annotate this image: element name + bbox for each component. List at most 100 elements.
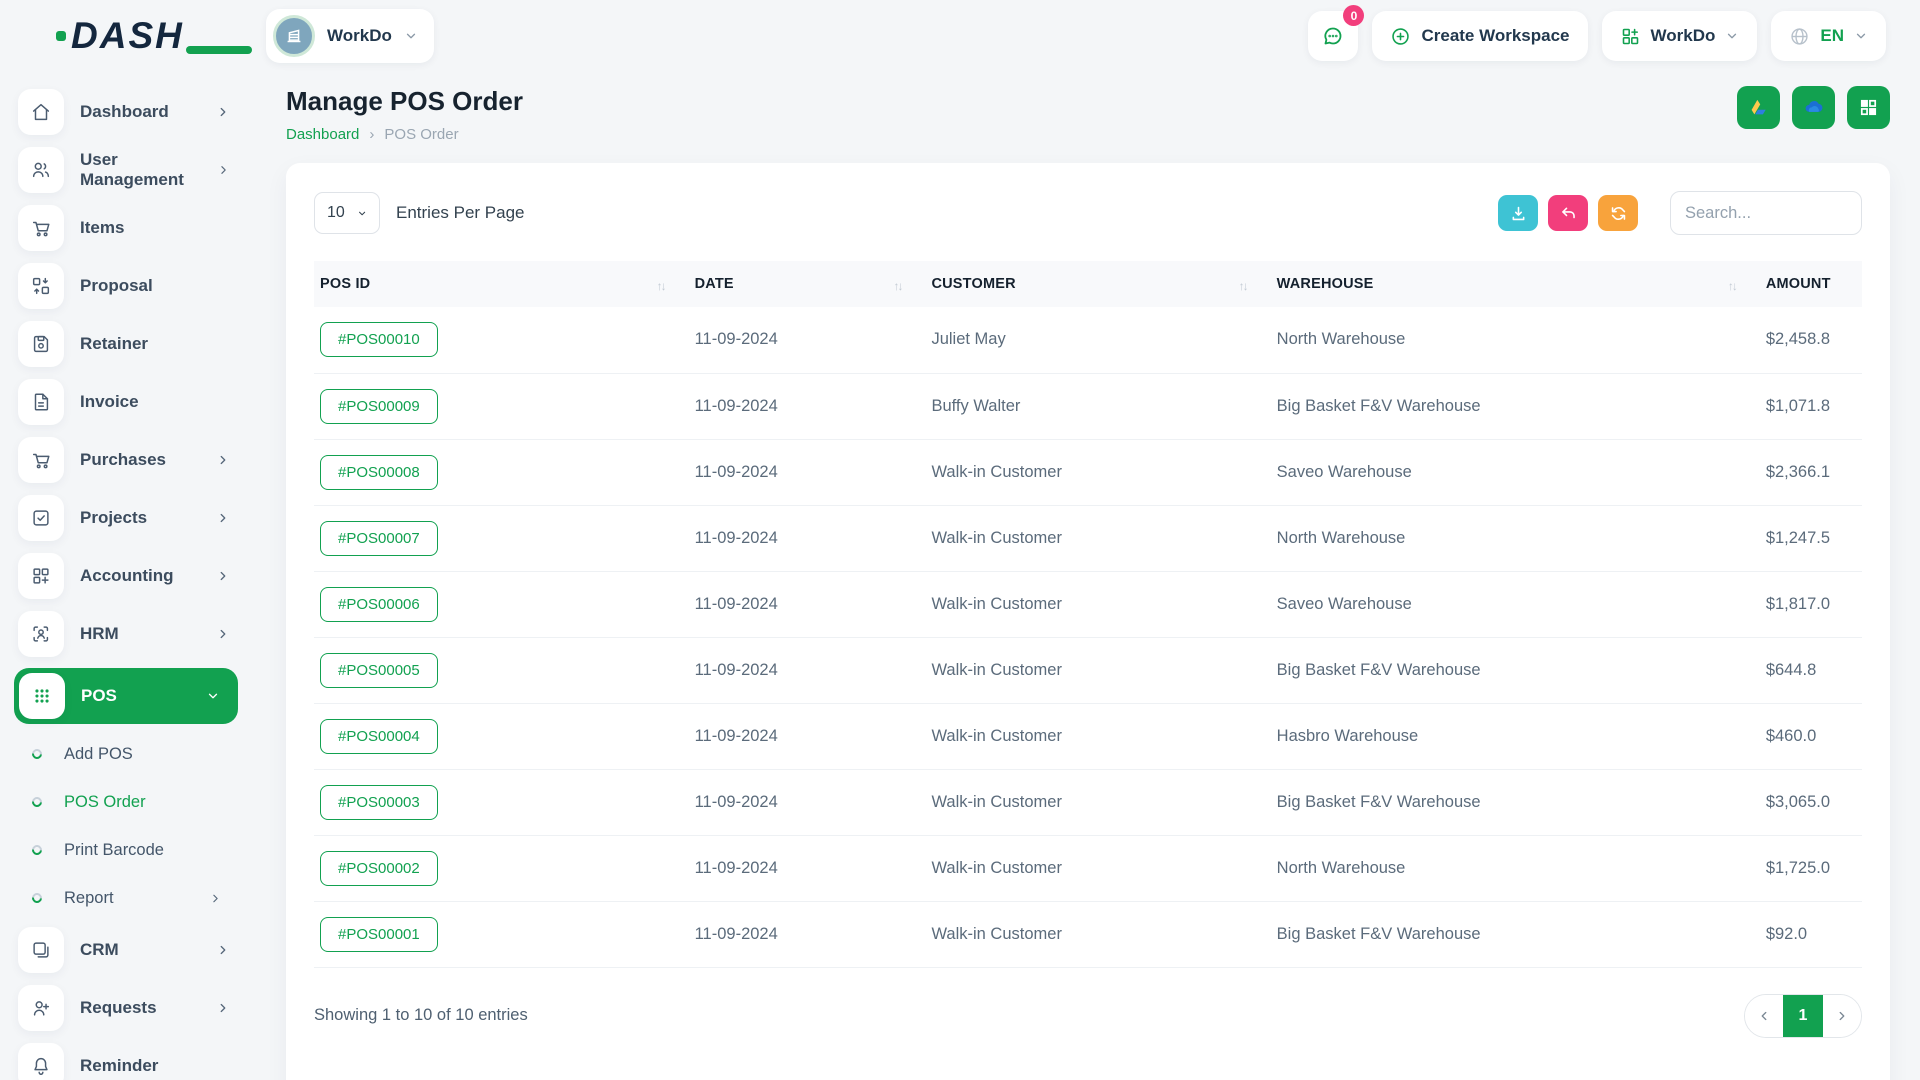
sidebar-item-crm[interactable]: CRM <box>18 926 236 974</box>
chevron-left-icon <box>1757 1009 1771 1023</box>
workspace-switcher[interactable]: WorkDo <box>266 9 434 63</box>
sidebar-item-accounting[interactable]: Accounting <box>18 552 236 600</box>
pos-id-badge[interactable]: #POS00005 <box>320 653 438 688</box>
pos-id-badge[interactable]: #POS00006 <box>320 587 438 622</box>
pos-id-badge[interactable]: #POS00001 <box>320 917 438 952</box>
sidebar-item-dashboard[interactable]: Dashboard <box>18 88 236 136</box>
next-page-button[interactable] <box>1823 995 1861 1037</box>
cell-customer: Walk-in Customer <box>925 439 1270 505</box>
retainer-icon <box>18 321 64 367</box>
sidebar-item-user-management[interactable]: User Management <box>18 146 236 194</box>
pos-id-badge[interactable]: #POS00009 <box>320 389 438 424</box>
sidebar-subitem-print-barcode[interactable]: Print Barcode <box>32 830 236 870</box>
table-row: #POS00006 11-09-2024 Walk-in Customer Sa… <box>314 571 1862 637</box>
column-header-warehouse[interactable]: WAREHOUSE↑↓ <box>1271 261 1760 307</box>
pos-id-badge[interactable]: #POS00002 <box>320 851 438 886</box>
company-menu[interactable]: WorkDo <box>1602 11 1758 61</box>
table-row: #POS00007 11-09-2024 Walk-in Customer No… <box>314 505 1862 571</box>
grid-view-button[interactable] <box>1847 86 1890 129</box>
cart-icon <box>18 437 64 483</box>
column-header-date[interactable]: DATE↑↓ <box>689 261 926 307</box>
cell-amount: $460.0 <box>1760 703 1862 769</box>
cell-warehouse: Big Basket F&V Warehouse <box>1271 637 1760 703</box>
cell-date: 11-09-2024 <box>689 637 926 703</box>
sidebar-item-hrm[interactable]: HRM <box>18 610 236 658</box>
entries-summary: Showing 1 to 10 of 10 entries <box>314 1006 528 1025</box>
bell-icon <box>18 1043 64 1080</box>
sidebar-item-projects[interactable]: Projects <box>18 494 236 542</box>
chevron-down-icon <box>1854 29 1868 43</box>
app-logo[interactable]: DASH <box>56 15 266 57</box>
column-header-customer[interactable]: CUSTOMER↑↓ <box>925 261 1270 307</box>
reset-button[interactable] <box>1548 195 1588 231</box>
previous-page-button[interactable] <box>1745 995 1783 1037</box>
cell-customer: Walk-in Customer <box>925 769 1270 835</box>
sidebar-subitem-label: POS Order <box>64 793 146 812</box>
sidebar-subitem-report[interactable]: Report <box>32 878 236 918</box>
search-input[interactable] <box>1670 191 1862 235</box>
cell-amount: $644.8 <box>1760 637 1862 703</box>
cell-warehouse: North Warehouse <box>1271 307 1760 373</box>
chevron-right-icon <box>1835 1009 1849 1023</box>
pos-id-badge[interactable]: #POS00007 <box>320 521 438 556</box>
current-page-button[interactable]: 1 <box>1783 995 1823 1037</box>
sidebar-item-items[interactable]: Items <box>18 204 236 252</box>
cell-amount: $1,817.0 <box>1760 571 1862 637</box>
sidebar-subitem-label: Print Barcode <box>64 841 164 860</box>
table-row: #POS00003 11-09-2024 Walk-in Customer Bi… <box>314 769 1862 835</box>
table-row: #POS00010 11-09-2024 Juliet May North Wa… <box>314 307 1862 373</box>
messages-badge: 0 <box>1343 5 1364 26</box>
sidebar-item-requests[interactable]: Requests <box>18 984 236 1032</box>
plus-circle-icon <box>1390 26 1411 47</box>
google-drive-button[interactable] <box>1737 86 1780 129</box>
page-title: Manage POS Order <box>286 86 523 117</box>
table-footer: Showing 1 to 10 of 10 entries 1 <box>314 994 1862 1038</box>
sidebar-item-label: Retainer <box>80 334 148 354</box>
sidebar-item-label: Projects <box>80 508 147 528</box>
cell-amount: $2,366.1 <box>1760 439 1862 505</box>
sidebar-item-pos[interactable]: POS <box>14 668 238 724</box>
pos-id-badge[interactable]: #POS00004 <box>320 719 438 754</box>
sidebar-item-proposal[interactable]: Proposal <box>18 262 236 310</box>
onedrive-button[interactable] <box>1792 86 1835 129</box>
workspace-avatar <box>273 15 315 57</box>
undo-icon <box>1559 204 1578 223</box>
cell-date: 11-09-2024 <box>689 373 926 439</box>
logo-dot-icon <box>56 31 66 41</box>
refresh-button[interactable] <box>1598 195 1638 231</box>
dots-grid-icon <box>19 673 65 719</box>
sort-icon[interactable]: ↑↓ <box>1239 279 1265 293</box>
sidebar-subitem-add-pos[interactable]: Add POS <box>32 734 236 774</box>
chevron-right-icon <box>216 1001 230 1015</box>
cell-date: 11-09-2024 <box>689 307 926 373</box>
column-header-pos-id[interactable]: POS ID↑↓ <box>314 261 689 307</box>
pos-id-badge[interactable]: #POS00003 <box>320 785 438 820</box>
workspace-name: WorkDo <box>327 26 392 46</box>
sidebar-item-label: CRM <box>80 940 119 960</box>
sidebar-item-label: Items <box>80 218 124 238</box>
pos-id-badge[interactable]: #POS00008 <box>320 455 438 490</box>
chevron-down-icon <box>404 29 418 43</box>
column-header-amount[interactable]: AMOUNT <box>1760 261 1862 307</box>
breadcrumb-separator: › <box>369 126 374 143</box>
sidebar-item-retainer[interactable]: Retainer <box>18 320 236 368</box>
pos-id-badge[interactable]: #POS00010 <box>320 322 438 357</box>
entries-per-page-select[interactable]: 10 <box>314 192 380 234</box>
export-button[interactable] <box>1498 195 1538 231</box>
sidebar-item-invoice[interactable]: Invoice <box>18 378 236 426</box>
sort-icon[interactable]: ↑↓ <box>1728 279 1754 293</box>
sidebar-item-purchases[interactable]: Purchases <box>18 436 236 484</box>
sort-icon[interactable]: ↑↓ <box>893 279 919 293</box>
cell-amount: $1,247.5 <box>1760 505 1862 571</box>
chevron-right-icon <box>209 892 222 905</box>
sidebar-subitem-pos-order[interactable]: POS Order <box>32 782 236 822</box>
language-menu[interactable]: EN <box>1771 11 1886 61</box>
messages-button[interactable]: 0 <box>1308 11 1358 61</box>
cell-warehouse: Big Basket F&V Warehouse <box>1271 373 1760 439</box>
create-workspace-button[interactable]: Create Workspace <box>1372 11 1587 61</box>
chevron-down-icon <box>1725 29 1739 43</box>
sort-icon[interactable]: ↑↓ <box>657 279 683 293</box>
breadcrumb-dashboard-link[interactable]: Dashboard <box>286 126 359 143</box>
sidebar-item-reminder[interactable]: Reminder <box>18 1042 236 1080</box>
cell-customer: Walk-in Customer <box>925 901 1270 967</box>
